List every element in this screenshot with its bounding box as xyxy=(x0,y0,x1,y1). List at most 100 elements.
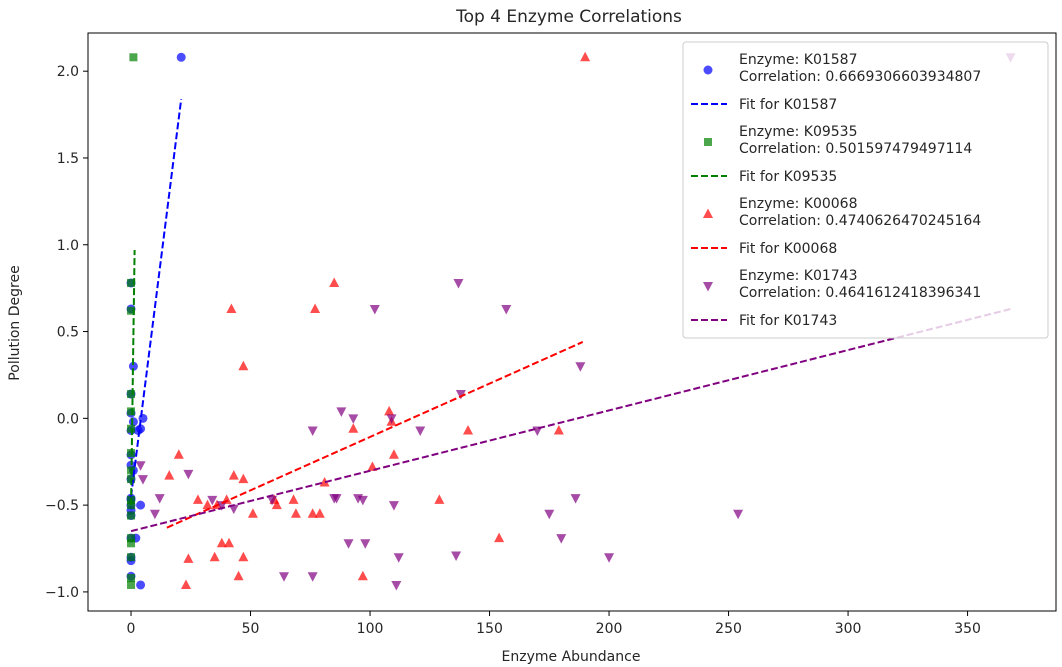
legend-correlation-label: Correlation: 0.6669306603934807 xyxy=(739,69,981,85)
data-point xyxy=(455,390,466,400)
data-point xyxy=(183,553,194,563)
data-point xyxy=(127,539,136,548)
data-point xyxy=(136,500,146,510)
data-point xyxy=(580,51,591,62)
data-point xyxy=(226,303,237,313)
data-point xyxy=(357,570,368,581)
x-tick-label: 200 xyxy=(596,621,623,637)
data-point xyxy=(209,551,220,562)
data-point xyxy=(388,449,399,459)
x-tick-label: 300 xyxy=(835,621,862,637)
data-point xyxy=(207,495,218,506)
x-axis-label: Enzyme Abundance xyxy=(502,649,641,665)
data-point xyxy=(180,579,191,589)
x-tick-label: 250 xyxy=(715,621,742,637)
data-point xyxy=(267,495,278,506)
data-point xyxy=(434,494,445,504)
data-point xyxy=(556,534,567,544)
legend-marker xyxy=(704,138,712,146)
y-axis: −1.0 −0.5 0.0 0.5 1.0 1.5 2.0 xyxy=(45,64,88,601)
y-tick-label: −1.0 xyxy=(45,585,79,601)
data-point xyxy=(463,424,474,435)
legend-box xyxy=(682,41,1049,339)
fit-line-K09535 xyxy=(130,249,136,506)
data-point xyxy=(127,553,136,562)
y-tick-label: 1.5 xyxy=(57,151,79,167)
data-point xyxy=(307,426,318,436)
legend-marker xyxy=(703,282,713,292)
data-point xyxy=(575,362,586,372)
data-point xyxy=(415,426,426,436)
data-point xyxy=(238,551,249,562)
data-point xyxy=(149,509,160,520)
data-point xyxy=(331,494,342,504)
data-point xyxy=(216,537,227,548)
data-point xyxy=(228,470,239,480)
data-point xyxy=(176,52,186,62)
data-point xyxy=(137,475,148,485)
data-point xyxy=(271,499,282,510)
legend-fit-label: Fit for K09535 xyxy=(739,169,837,185)
axes-frame xyxy=(87,32,1057,612)
data-point xyxy=(183,469,194,480)
data-point xyxy=(224,537,235,548)
data-point xyxy=(129,53,138,62)
x-tick-label: 100 xyxy=(357,621,384,637)
data-point xyxy=(307,572,318,582)
data-point xyxy=(733,509,744,520)
y-tick-label: −0.5 xyxy=(45,498,79,514)
data-point xyxy=(128,361,138,371)
data-point xyxy=(570,494,581,504)
plot-area xyxy=(126,51,1016,591)
data-point xyxy=(127,306,136,315)
data-point xyxy=(127,511,136,520)
legend-correlation-label: Correlation: 0.4641612418396341 xyxy=(739,285,981,301)
data-point xyxy=(238,360,249,371)
data-point xyxy=(388,501,399,511)
series-K00068 xyxy=(164,51,591,589)
x-tick-label: 350 xyxy=(954,621,981,637)
data-point xyxy=(369,304,380,315)
series-K09535 xyxy=(127,53,138,589)
data-point xyxy=(343,539,354,549)
data-point xyxy=(133,425,143,435)
legend-correlation-label: Correlation: 0.501597479497114 xyxy=(739,141,972,157)
y-tick-label: 1.0 xyxy=(57,238,79,254)
data-point xyxy=(127,278,136,287)
data-point xyxy=(154,494,165,504)
data-point xyxy=(453,278,464,289)
data-point xyxy=(228,504,239,515)
data-point xyxy=(391,580,402,591)
data-point xyxy=(173,449,184,459)
data-point xyxy=(202,499,213,510)
data-point xyxy=(233,570,244,581)
data-point xyxy=(127,580,136,589)
data-point xyxy=(216,501,227,511)
x-tick-label: 150 xyxy=(476,621,503,637)
data-point xyxy=(278,572,289,582)
series-K01743 xyxy=(135,53,1016,591)
data-point xyxy=(247,508,258,518)
data-point xyxy=(348,423,359,433)
data-point xyxy=(290,508,301,518)
data-point xyxy=(329,277,340,287)
y-tick-label: 0.0 xyxy=(57,411,79,427)
data-point xyxy=(494,532,505,543)
data-point xyxy=(544,509,555,520)
legend-fit-label: Fit for K01743 xyxy=(739,313,837,329)
legend-correlation-label: Correlation: 0.4740626470245164 xyxy=(739,213,981,229)
data-point xyxy=(360,539,371,549)
legend-fit-label: Fit for K01587 xyxy=(739,97,837,113)
legend-enzyme-label: Enzyme: K01587 xyxy=(739,52,858,68)
legend-enzyme-label: Enzyme: K09535 xyxy=(739,124,858,140)
legend-marker xyxy=(703,208,713,218)
data-point xyxy=(319,477,330,487)
data-point xyxy=(307,508,318,518)
data-point xyxy=(135,461,146,471)
data-point xyxy=(164,470,175,480)
data-point xyxy=(553,424,564,435)
y-axis-label: Pollution Degree xyxy=(7,265,23,380)
data-point xyxy=(336,407,347,417)
